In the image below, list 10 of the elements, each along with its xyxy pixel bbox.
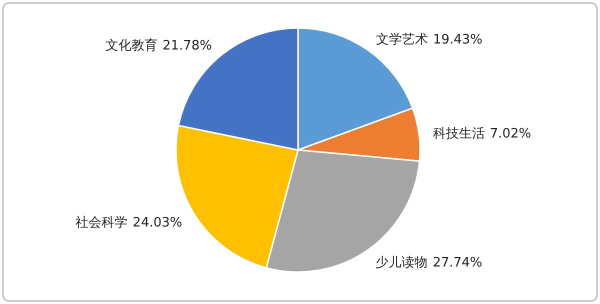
slice-label: 社会科学 <box>76 215 128 230</box>
slice-label: 文化教育 <box>105 38 158 54</box>
data-label: 21.78% <box>162 38 212 54</box>
data-label: 19.43% <box>432 32 483 48</box>
slice-label: 科技生活 <box>432 126 485 142</box>
data-label: 24.03% <box>132 215 182 230</box>
data-label: 7.02% <box>490 126 532 142</box>
data-label: 27.74% <box>432 256 482 271</box>
slice-label: 文学艺术 <box>376 32 428 48</box>
slice-label: 少儿读物 <box>376 256 428 271</box>
